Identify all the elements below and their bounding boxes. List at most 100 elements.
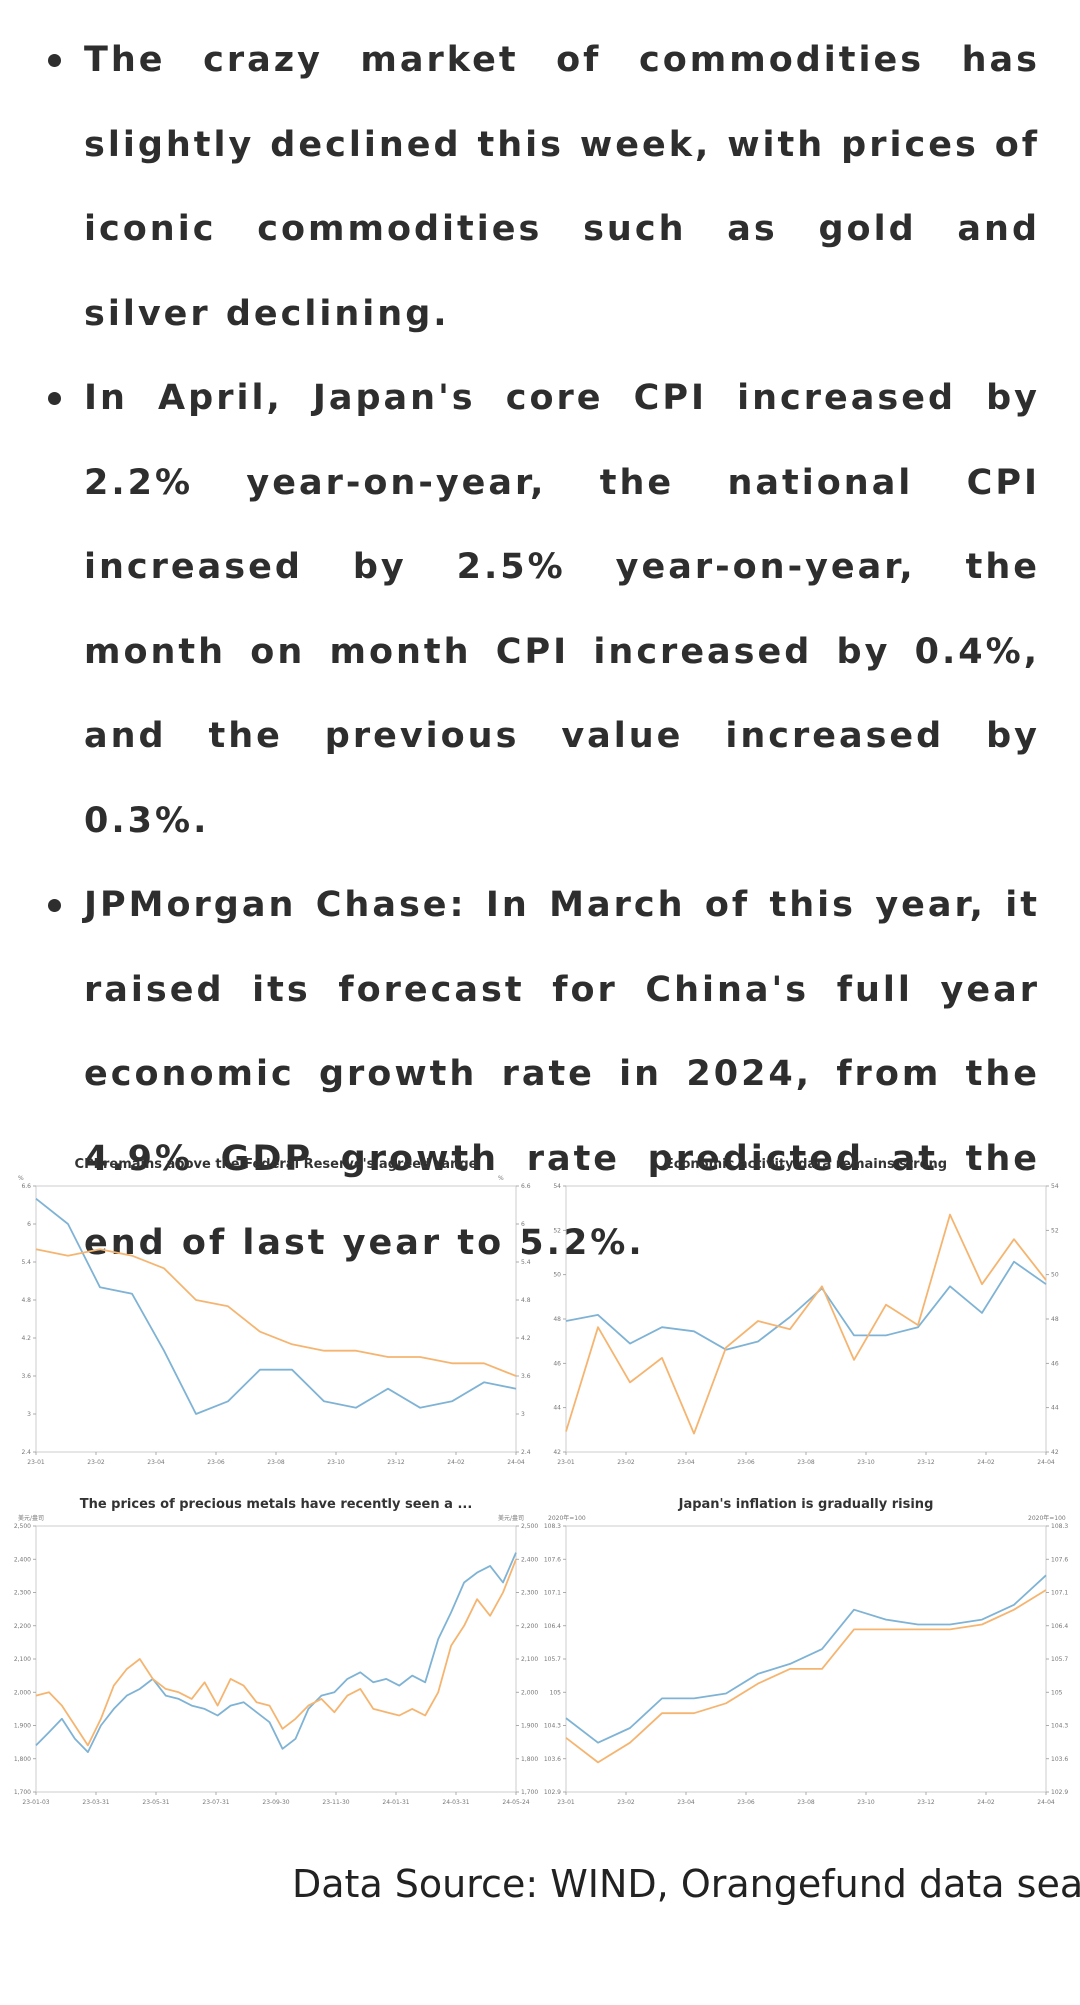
y-tick-label-right: 1,900 — [521, 1723, 538, 1730]
bullet-item: The crazy market of commodities has slig… — [40, 18, 1040, 356]
y-tick-label-right: 107.1 — [1051, 1590, 1068, 1597]
chart-svg: Economic activity data remains strong 54 5… — [553, 1157, 1059, 1466]
chart-economic-activity: Economic activity data remains strong 54 5… — [540, 1150, 1060, 1480]
y-tick-label-right: 2.4 — [521, 1449, 531, 1456]
x-tick-label: 23-10 — [327, 1459, 345, 1466]
x-tick-label: 24-04 — [507, 1459, 525, 1466]
x-tick-label: 24-05-24 — [502, 1799, 529, 1806]
y-tick-label: 2,100 — [14, 1656, 31, 1663]
bullet-dot-icon — [48, 54, 61, 67]
x-tick-label: 23-12 — [917, 1459, 935, 1466]
y-tick-label-right: 105.7 — [1051, 1656, 1068, 1663]
plot-frame — [35, 1185, 517, 1453]
y-tick-label: 1,700 — [14, 1789, 31, 1796]
chart-svg: Japan's inflation is gradually rising 202… — [544, 1497, 1069, 1806]
bullet-item: In April, Japan's core CPI increased by … — [40, 356, 1040, 863]
x-tick-label: 23-12 — [917, 1799, 935, 1806]
chart-precious-metals: The prices of precious metals have recen… — [10, 1490, 539, 1820]
series-line-core-cpi-yoy — [35, 1248, 517, 1377]
chart-title: CPI remains above the Federal Reserve's … — [75, 1157, 478, 1172]
y-tick-label: 4.8 — [21, 1297, 31, 1304]
y-tick-label: 3.6 — [21, 1373, 31, 1380]
y-tick-label: 107.1 — [544, 1590, 561, 1597]
y-tick-label-right: 2,200 — [521, 1623, 538, 1630]
x-tick-label: 23-04 — [147, 1459, 165, 1466]
y-tick-label-right: 2,100 — [521, 1656, 538, 1663]
plot-frame — [565, 1525, 1047, 1793]
data-source: Data Source: WIND, Orangefund data sea — [292, 1862, 1080, 1906]
y-tick-label-right: 2,400 — [521, 1556, 538, 1563]
y-tick-label: 52 — [553, 1227, 561, 1234]
x-tick-label: 23-01 — [557, 1459, 575, 1466]
y-tick-label: 50 — [553, 1272, 561, 1279]
series-line-pmi — [565, 1260, 1047, 1351]
y-tick-label: 46 — [553, 1360, 561, 1367]
x-tick-label: 23-02 — [87, 1459, 105, 1466]
x-tick-label: 24-04 — [1037, 1799, 1055, 1806]
y-tick-label: 44 — [553, 1405, 561, 1412]
y-tick-label-right: 104.3 — [1051, 1723, 1068, 1730]
y-tick-label: 104.3 — [544, 1723, 561, 1730]
y-tick-label-right: 1,700 — [521, 1789, 538, 1796]
y-tick-label-right: 44 — [1051, 1405, 1059, 1412]
y-tick-label: 1,800 — [14, 1756, 31, 1763]
x-tick-label: 23-02 — [617, 1799, 635, 1806]
x-tick-label: 23-10 — [857, 1459, 875, 1466]
y-tick-label-right: 106.4 — [1051, 1623, 1068, 1630]
y-tick-label-right: 2,000 — [521, 1689, 538, 1696]
left-axis-unit: 美元/盎司 — [18, 1514, 44, 1522]
y-tick-label: 103.6 — [544, 1756, 561, 1763]
y-tick-label-right: 108.3 — [1051, 1523, 1068, 1530]
bullet-list: The crazy market of commodities has slig… — [40, 18, 1040, 1286]
chart-japan-inflation: Japan's inflation is gradually rising 202… — [540, 1490, 1069, 1820]
x-tick-label: 24-01-31 — [382, 1799, 409, 1806]
y-tick-label-right: 103.6 — [1051, 1756, 1068, 1763]
y-tick-label-right: 6 — [521, 1221, 525, 1228]
x-tick-label: 23-08 — [267, 1459, 285, 1466]
x-tick-label: 23-04 — [677, 1799, 695, 1806]
x-tick-label: 23-01 — [27, 1459, 45, 1466]
y-tick-label: 105.7 — [544, 1656, 561, 1663]
bullet-item: JPMorgan Chase: In March of this year, i… — [40, 863, 1040, 1286]
y-tick-label-right: 42 — [1051, 1449, 1059, 1456]
x-tick-label: 23-09-30 — [262, 1799, 289, 1806]
y-tick-label-right: 5.4 — [521, 1259, 531, 1266]
y-tick-label: 102.9 — [544, 1789, 561, 1796]
y-tick-label-right: 105 — [1051, 1689, 1063, 1696]
x-tick-label: 24-02 — [977, 1459, 995, 1466]
y-tick-label-right: 52 — [1051, 1227, 1059, 1234]
y-tick-label-right: 2,500 — [521, 1523, 538, 1530]
bullet-dot-icon — [48, 899, 61, 912]
left-axis-unit: % — [18, 1175, 24, 1182]
x-tick-label: 23-05-31 — [142, 1799, 169, 1806]
x-tick-label: 24-02 — [977, 1799, 995, 1806]
left-axis-unit: 2020年=100 — [548, 1514, 586, 1522]
plot-frame — [565, 1185, 1047, 1453]
bullet-dot-icon — [48, 392, 61, 405]
y-tick-label-right: 50 — [1051, 1272, 1059, 1279]
x-tick-label: 24-04 — [1037, 1459, 1055, 1466]
x-tick-label: 23-10 — [857, 1799, 875, 1806]
y-tick-label-right: 4.8 — [521, 1297, 531, 1304]
chart-svg: The prices of precious metals have recen… — [14, 1497, 539, 1806]
y-tick-label: 5.4 — [21, 1259, 31, 1266]
x-tick-label: 23-12 — [387, 1459, 405, 1466]
x-tick-label: 23-06 — [207, 1459, 225, 1466]
y-tick-label-right: 54 — [1051, 1183, 1059, 1190]
bullet-text: In April, Japan's core CPI increased by … — [84, 378, 1040, 841]
y-tick-label-right: 4.2 — [521, 1335, 531, 1342]
y-tick-label: 48 — [553, 1316, 561, 1323]
y-tick-label: 4.2 — [21, 1335, 31, 1342]
y-tick-label: 106.4 — [544, 1623, 561, 1630]
x-tick-label: 23-07-31 — [202, 1799, 229, 1806]
series-line-gold — [35, 1552, 517, 1754]
x-tick-label: 23-08 — [797, 1799, 815, 1806]
y-tick-label: 6.6 — [21, 1183, 31, 1190]
y-tick-label: 2,300 — [14, 1590, 31, 1597]
y-tick-label: 108.3 — [544, 1523, 561, 1530]
y-tick-label: 54 — [553, 1183, 561, 1190]
y-tick-label-right: 2,300 — [521, 1590, 538, 1597]
y-tick-label: 3 — [27, 1411, 31, 1418]
y-tick-label-right: 3.6 — [521, 1373, 531, 1380]
y-tick-label: 107.6 — [544, 1556, 561, 1563]
